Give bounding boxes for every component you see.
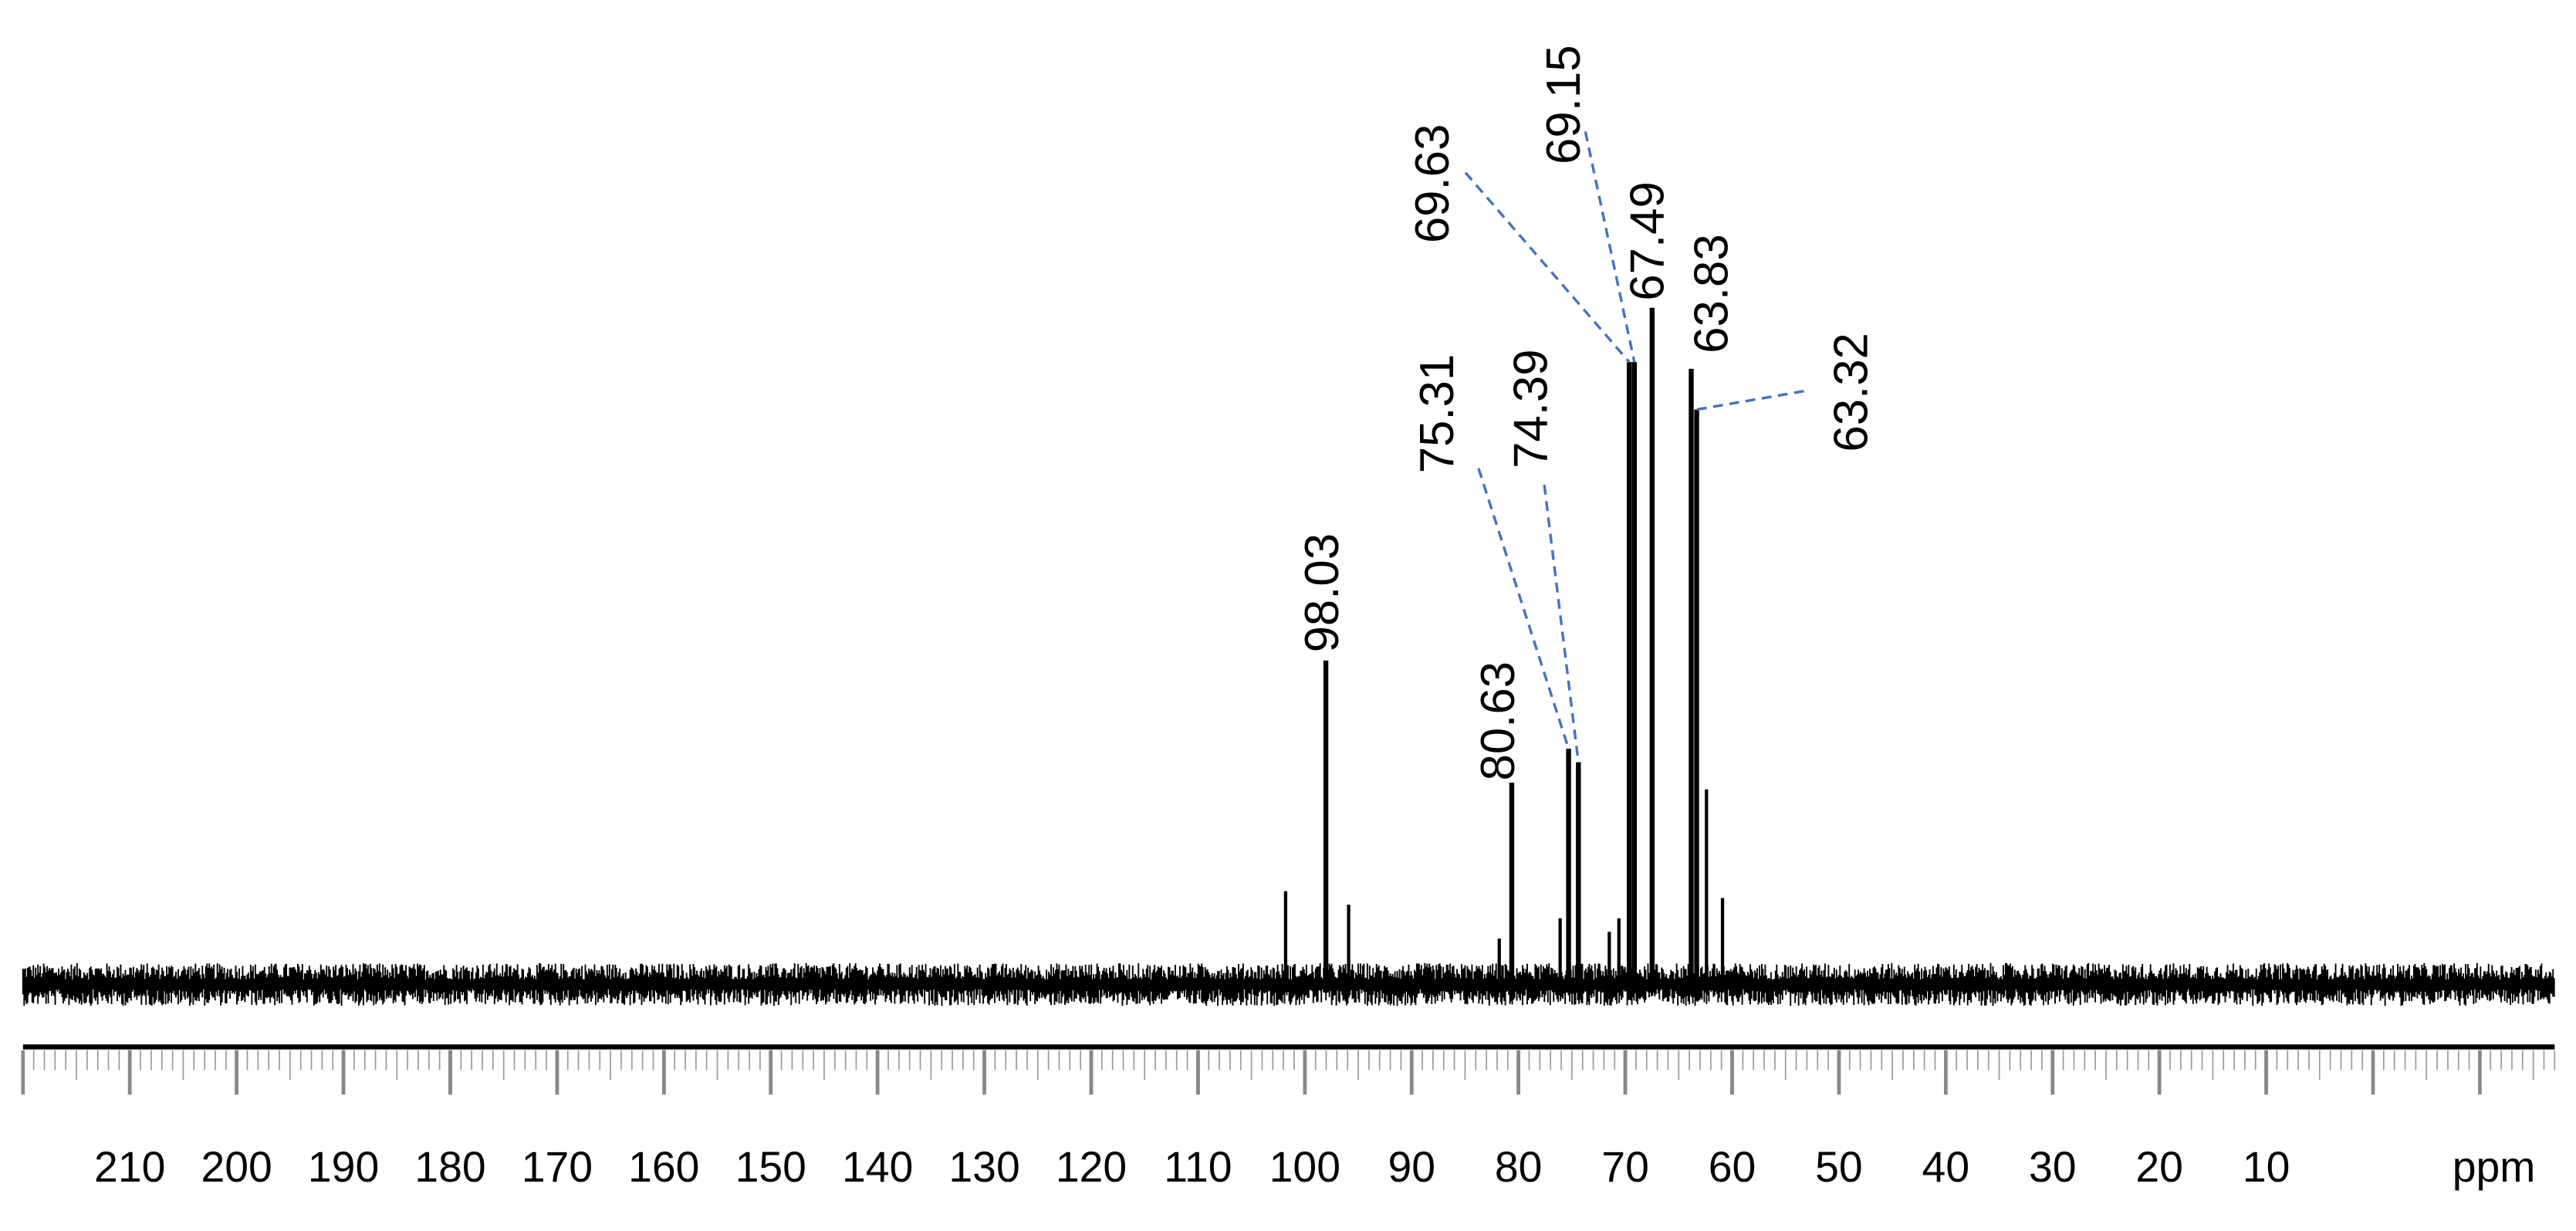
peak-label: 63.32 [1825, 333, 1878, 452]
x-tick-label: 140 [842, 1143, 913, 1191]
x-tick-label: 30 [2029, 1143, 2077, 1191]
label-leader [1543, 484, 1580, 763]
peak-label: 67.49 [1621, 181, 1675, 301]
label-leader [1696, 390, 1804, 411]
label-leader [1464, 171, 1631, 364]
peak-label: 80.63 [1472, 661, 1525, 781]
x-tick-label: 50 [1815, 1143, 1863, 1191]
x-tick-label: 20 [2135, 1143, 2183, 1191]
x-tick-label: 200 [201, 1143, 272, 1191]
x-tick-label: 40 [1922, 1143, 1970, 1191]
x-tick-label: 120 [1056, 1143, 1127, 1191]
x-tick-label: 180 [414, 1143, 485, 1191]
x-tick-label: 210 [94, 1143, 165, 1191]
x-tick-label: 90 [1388, 1143, 1435, 1191]
peak-label: 74.39 [1505, 349, 1558, 468]
noise [22, 962, 2555, 1006]
x-tick-label: 100 [1269, 1143, 1340, 1191]
x-tick-label: 80 [1495, 1143, 1543, 1191]
peak-label: 63.83 [1685, 234, 1739, 353]
x-tick-label: 10 [2243, 1143, 2290, 1191]
x-tick-label: 70 [1601, 1143, 1649, 1191]
x-tick-label: 110 [1164, 1143, 1232, 1191]
label-leader [1584, 131, 1636, 363]
x-axis-label: ppm [2453, 1143, 2536, 1191]
x-tick-label: 160 [628, 1143, 699, 1191]
peak-label: 75.31 [1411, 354, 1464, 474]
x-tick-label: 170 [522, 1143, 593, 1191]
x-tick-label: 150 [735, 1143, 806, 1191]
peak-label: 69.63 [1406, 124, 1459, 244]
x-tick-label: 190 [308, 1143, 379, 1191]
peak-label: 98.03 [1296, 533, 1349, 653]
x-tick-label: 60 [1709, 1143, 1756, 1191]
x-tick-label: 130 [948, 1143, 1019, 1191]
peak-label: 69.15 [1537, 45, 1591, 164]
